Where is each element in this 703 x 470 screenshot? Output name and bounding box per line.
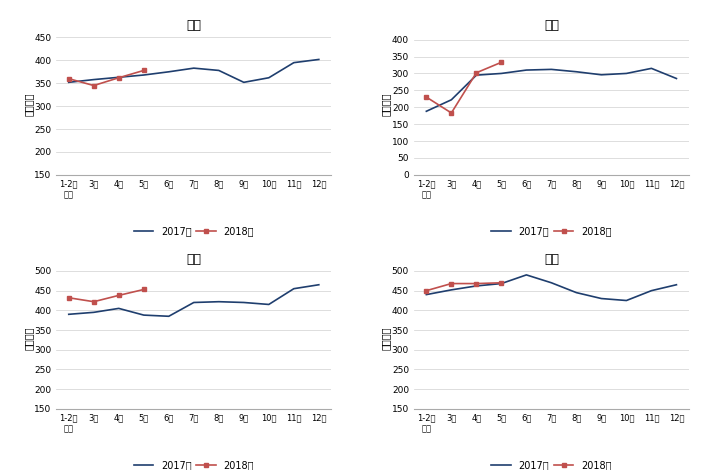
2018年	[89, 299, 98, 305]
2017年	[597, 296, 605, 301]
2017年	[65, 312, 73, 317]
2017年	[422, 109, 430, 114]
Y-axis label: 万千瓦时: 万千瓦时	[381, 326, 391, 350]
2017年	[547, 280, 555, 286]
2018年	[140, 287, 148, 292]
2017年	[647, 65, 656, 71]
2018年	[497, 60, 505, 65]
2018年	[65, 76, 73, 81]
2018年	[447, 281, 456, 286]
2017年	[190, 65, 198, 71]
2017年	[65, 79, 73, 85]
Title: 黑色: 黑色	[186, 253, 201, 266]
2018年	[497, 280, 505, 286]
2017年	[572, 69, 581, 75]
2017年	[672, 282, 681, 288]
2017年	[572, 290, 581, 296]
2017年	[89, 310, 98, 315]
Y-axis label: 万千瓦时: 万千瓦时	[24, 326, 34, 350]
Title: 化工: 化工	[186, 19, 201, 32]
2017年	[240, 300, 248, 306]
Legend: 2017年, 2018年: 2017年, 2018年	[129, 456, 258, 470]
2017年	[115, 74, 123, 80]
2018年	[447, 110, 456, 116]
2017年	[214, 299, 223, 305]
2017年	[522, 67, 531, 73]
2017年	[622, 70, 631, 76]
2017年	[497, 281, 505, 286]
2018年	[422, 288, 430, 293]
Line: 2018年: 2018年	[424, 60, 504, 116]
2017年	[190, 300, 198, 306]
2017年	[597, 72, 605, 78]
2018年	[65, 295, 73, 301]
2017年	[264, 75, 273, 80]
Line: 2018年: 2018年	[424, 280, 504, 293]
2018年	[115, 292, 123, 298]
Title: 有色: 有色	[544, 253, 559, 266]
Line: 2018年: 2018年	[66, 68, 146, 88]
2017年	[672, 76, 681, 81]
2018年	[89, 83, 98, 88]
2018年	[115, 75, 123, 80]
2018年	[472, 70, 481, 76]
2017年	[264, 302, 273, 307]
2017年	[522, 272, 531, 278]
2017年	[447, 97, 456, 102]
Line: 2017年: 2017年	[426, 275, 676, 300]
2017年	[622, 298, 631, 303]
2017年	[165, 69, 173, 75]
Legend: 2017年, 2018年: 2017年, 2018年	[129, 222, 258, 240]
Legend: 2017年, 2018年: 2017年, 2018年	[487, 456, 616, 470]
2017年	[290, 286, 298, 291]
2017年	[315, 282, 323, 288]
2018年	[422, 94, 430, 100]
2017年	[214, 68, 223, 73]
Legend: 2017年, 2018年: 2017年, 2018年	[487, 222, 616, 240]
2018年	[140, 68, 148, 73]
2017年	[240, 79, 248, 85]
Line: 2018年: 2018年	[66, 287, 146, 304]
2017年	[315, 56, 323, 62]
2017年	[89, 77, 98, 82]
Line: 2017年: 2017年	[69, 285, 319, 316]
2018年	[472, 281, 481, 286]
2017年	[290, 60, 298, 65]
2017年	[140, 312, 148, 318]
Line: 2017年: 2017年	[69, 59, 319, 82]
2017年	[472, 283, 481, 289]
Title: 建材: 建材	[544, 19, 559, 32]
2017年	[497, 70, 505, 76]
Line: 2017年: 2017年	[426, 68, 676, 111]
2017年	[140, 72, 148, 78]
2017年	[547, 67, 555, 72]
Y-axis label: 万千瓦时: 万千瓦时	[381, 92, 391, 116]
2017年	[472, 72, 481, 78]
Y-axis label: 万千瓦时: 万千瓦时	[24, 92, 34, 116]
2017年	[115, 306, 123, 311]
2017年	[422, 292, 430, 298]
2017年	[165, 313, 173, 319]
2017年	[647, 288, 656, 293]
2017年	[447, 287, 456, 293]
